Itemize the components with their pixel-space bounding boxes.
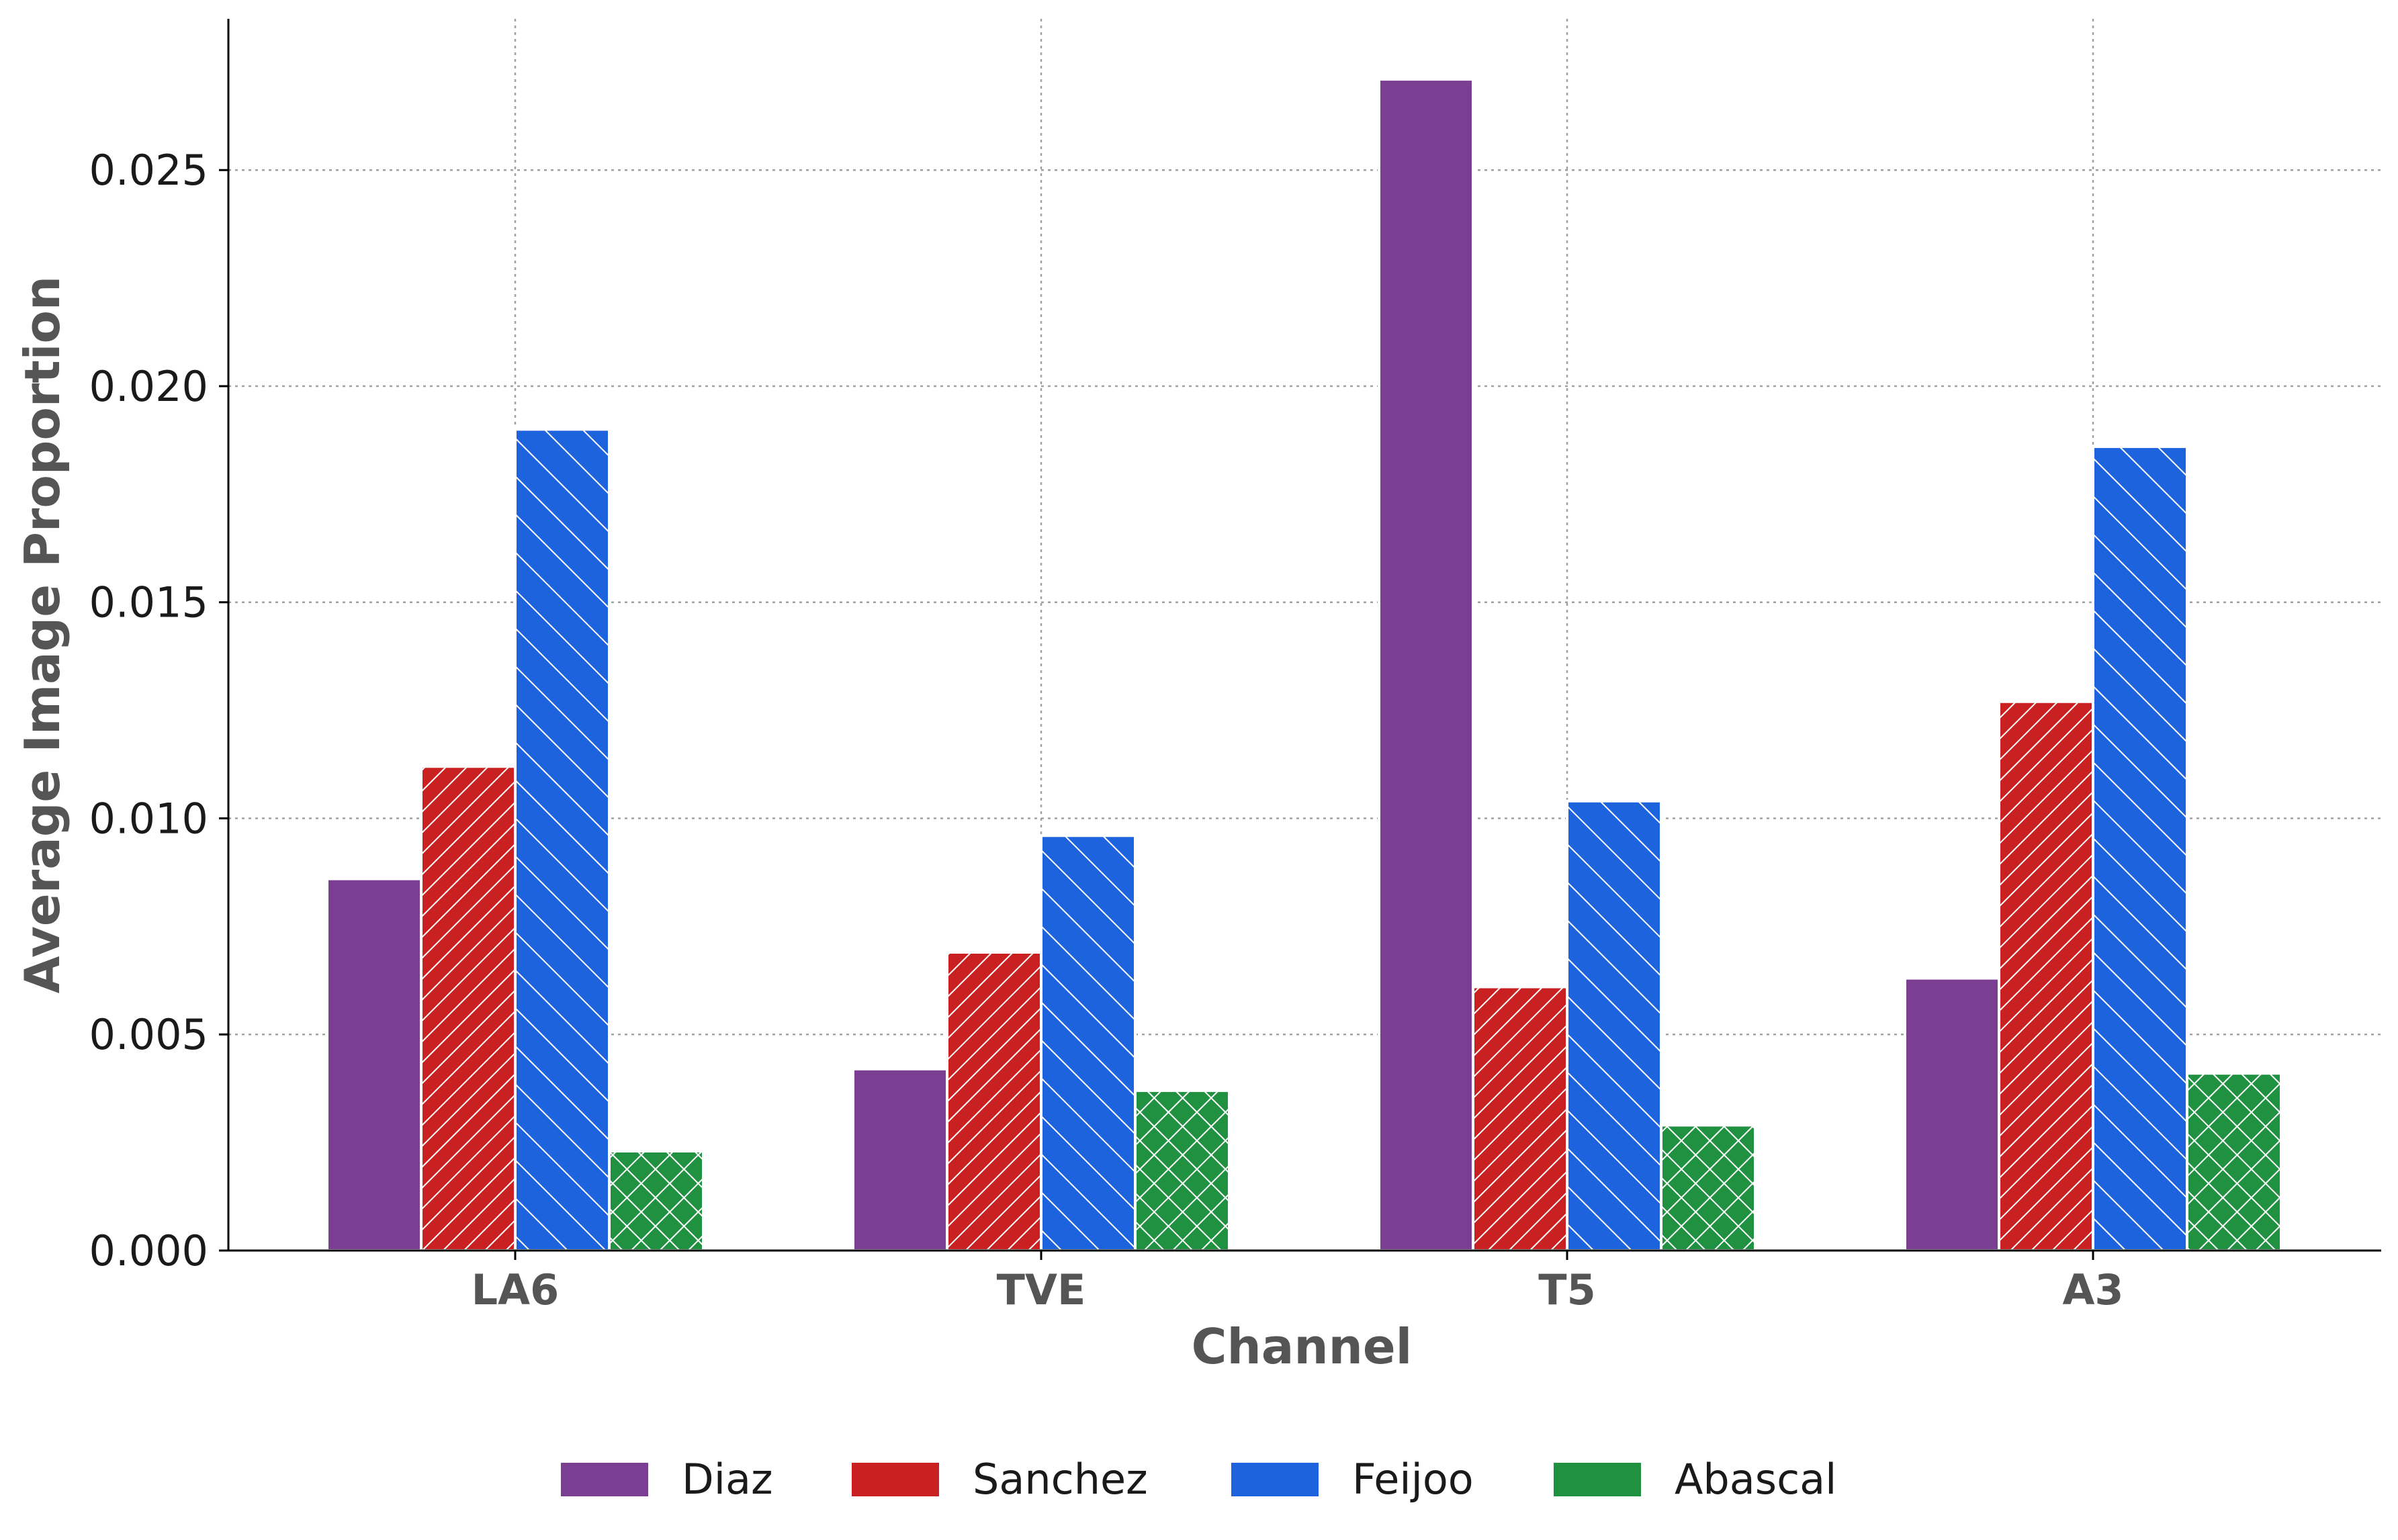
bar-diaz-tve bbox=[852, 1067, 948, 1252]
x-tick-label: A3 bbox=[2062, 1265, 2123, 1314]
x-axis-title: Channel bbox=[1192, 1318, 1413, 1375]
y-tick-label: 0.020 bbox=[89, 362, 209, 411]
legend: Diaz Sanchez Feijoo Abascal bbox=[561, 1455, 1836, 1504]
bar-abascal-t5 bbox=[1660, 1124, 1757, 1252]
legend-swatch-sanchez bbox=[852, 1463, 939, 1496]
x-tick-label: TVE bbox=[997, 1265, 1086, 1314]
bar-abascal-tve bbox=[1134, 1089, 1231, 1252]
axes bbox=[227, 19, 2381, 1252]
bar-abascal-a3 bbox=[2186, 1072, 2282, 1252]
x-tick-label: LA6 bbox=[472, 1265, 560, 1314]
bars bbox=[326, 78, 2282, 1253]
y-tick-label: 0.010 bbox=[89, 794, 209, 843]
tick-labels: 0.000 0.005 0.010 0.015 0.020 0.025 LA6 TVE T5 A3 bbox=[89, 146, 2124, 1314]
legend-label-diaz: Diaz bbox=[682, 1455, 773, 1504]
bar-abascal-la6 bbox=[608, 1149, 705, 1253]
bar-feijoo-t5 bbox=[1566, 799, 1662, 1252]
legend-label-sanchez: Sanchez bbox=[973, 1455, 1148, 1504]
y-tick-label: 0.025 bbox=[89, 146, 209, 195]
bar-sanchez-la6 bbox=[420, 765, 517, 1252]
y-tick-label: 0.000 bbox=[89, 1226, 209, 1275]
bar-sanchez-a3 bbox=[1998, 700, 2094, 1253]
legend-swatch-feijoo bbox=[1231, 1463, 1319, 1496]
bar-sanchez-tve bbox=[946, 950, 1042, 1253]
legend-label-feijoo: Feijoo bbox=[1352, 1455, 1474, 1504]
x-tick-label: T5 bbox=[1538, 1265, 1595, 1314]
bar-feijoo-a3 bbox=[2092, 445, 2188, 1252]
y-tick-label: 0.005 bbox=[89, 1010, 209, 1059]
y-tick-label: 0.015 bbox=[89, 578, 209, 627]
bar-diaz-t5 bbox=[1378, 78, 1474, 1253]
y-axis-title: Average Image Proportion bbox=[14, 276, 71, 993]
bar-sanchez-t5 bbox=[1472, 985, 1568, 1252]
bar-feijoo-la6 bbox=[514, 428, 611, 1252]
bar-feijoo-tve bbox=[1040, 834, 1137, 1252]
legend-swatch-diaz bbox=[561, 1463, 648, 1496]
bar-diaz-la6 bbox=[326, 877, 423, 1252]
legend-label-abascal: Abascal bbox=[1675, 1455, 1836, 1504]
bar-diaz-a3 bbox=[1904, 977, 2000, 1252]
legend-swatch-abascal bbox=[1554, 1463, 1641, 1496]
